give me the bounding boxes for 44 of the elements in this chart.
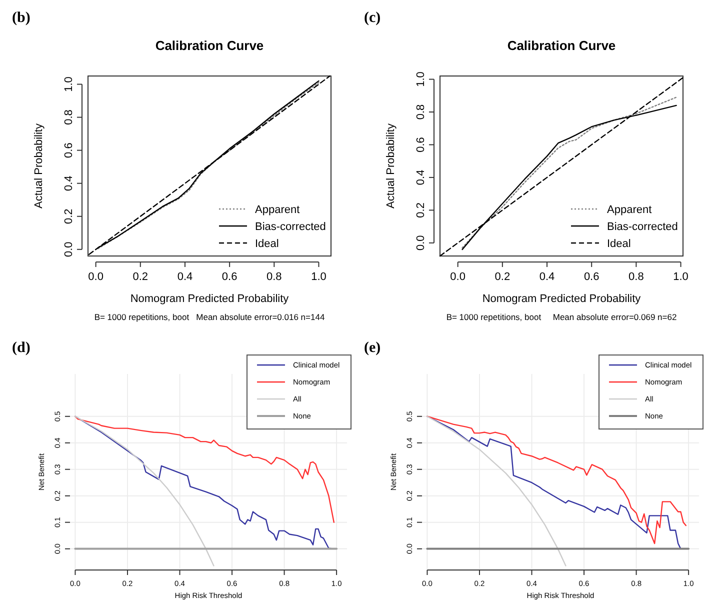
x-tick-label: 0.4 <box>539 271 555 283</box>
x-tick-label: 0.0 <box>88 271 104 283</box>
x-axis-title: Nomogram Predicted Probability <box>130 293 290 305</box>
y-axis-title: Actual Probability <box>33 123 45 208</box>
x-tick-label: 0.6 <box>222 271 238 283</box>
y-tick-label: 0.0 <box>415 235 427 251</box>
x-tick-label: 0.8 <box>628 271 644 283</box>
y-tick-label: 0.4 <box>63 176 75 191</box>
line-series <box>74 416 214 566</box>
y-tick-label: 1.0 <box>415 72 427 87</box>
x-tick-label: 1.0 <box>311 271 326 283</box>
y-tick-label: 0.4 <box>415 170 427 186</box>
text: (e) <box>364 340 381 356</box>
x-tick-label: 0.0 <box>450 271 466 283</box>
line-series <box>426 416 566 566</box>
legend-label: Bias-corrected <box>607 220 678 233</box>
x-axis-title: Nomogram Predicted Probability <box>482 293 642 305</box>
x-tick-label: 0.2 <box>132 271 148 283</box>
x-tick-label: 0.2 <box>494 271 510 283</box>
legend-label: Ideal <box>255 238 279 250</box>
legend-label: Apparent <box>607 204 652 216</box>
y-axis-title: Actual Probability <box>385 123 397 208</box>
y-tick-label: 1.0 <box>63 76 75 92</box>
x-tick-label: 0.6 <box>584 271 600 283</box>
x-tick-label: 0.8 <box>266 271 282 283</box>
text: (d) <box>12 340 30 356</box>
text: (b) <box>12 10 30 26</box>
y-tick-label: 0.8 <box>63 110 75 125</box>
text: (c) <box>364 10 381 26</box>
chart-title: Calibration Curve <box>155 38 264 53</box>
legend-label: Ideal <box>607 238 631 250</box>
y-tick-label: 0.2 <box>63 208 75 224</box>
legend-label: Bias-corrected <box>255 220 326 233</box>
text: B= 1000 repetitions, boot Mean absolute error=0.069 n=62 <box>446 312 677 322</box>
text: B= 1000 repetitions, boot Mean absolute error=0.016 n=144 <box>94 312 325 322</box>
y-tick-label: 0.8 <box>415 104 427 120</box>
y-tick-label: 0.0 <box>63 242 75 258</box>
y-tick-label: 0.6 <box>63 142 75 158</box>
y-tick-label: 0.2 <box>415 202 427 218</box>
x-tick-label: 0.4 <box>177 271 193 283</box>
chart-title: Calibration Curve <box>507 38 616 53</box>
x-tick-label: 1.0 <box>673 271 688 283</box>
legend-label: Apparent <box>255 204 300 216</box>
y-tick-label: 0.6 <box>415 137 427 152</box>
